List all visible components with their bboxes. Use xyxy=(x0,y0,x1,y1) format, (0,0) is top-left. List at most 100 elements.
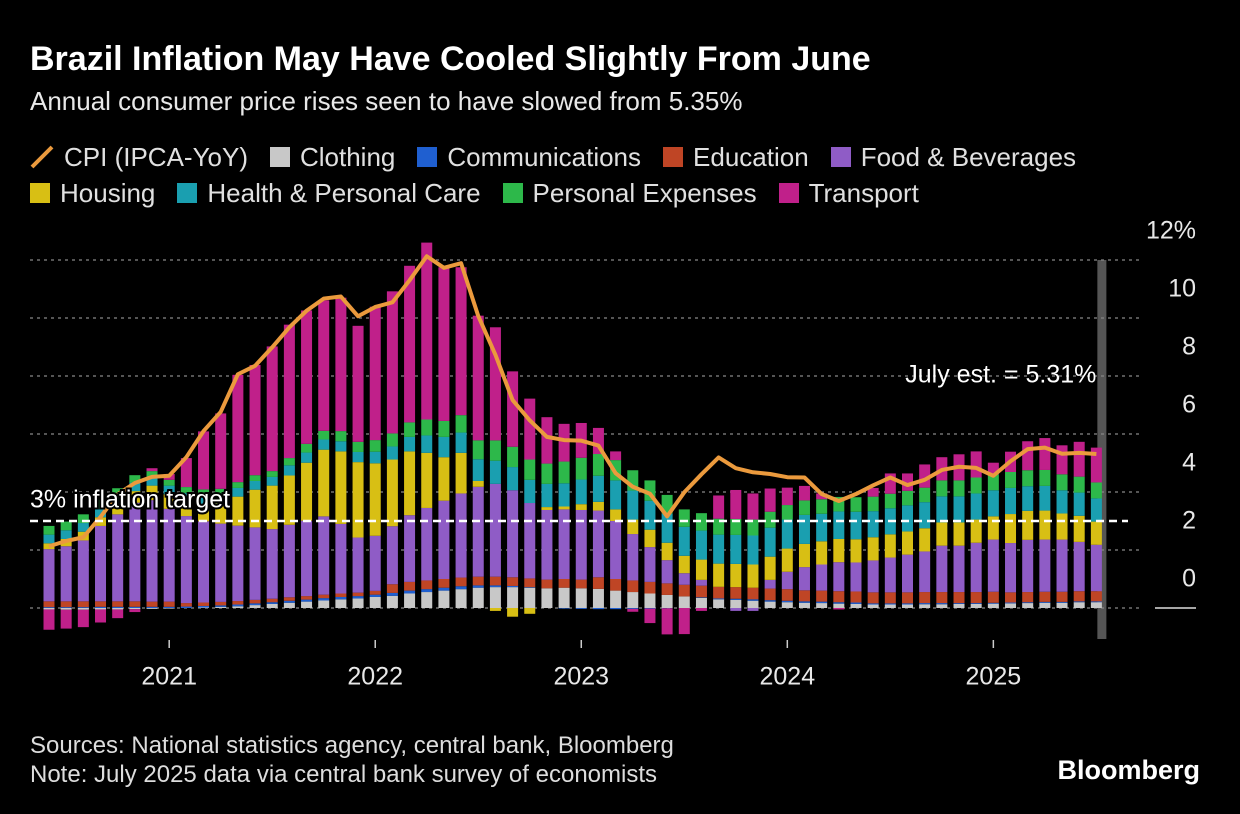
x-tick-label: 2022 xyxy=(347,663,403,691)
bar-segment xyxy=(781,589,793,601)
bar-segment xyxy=(575,457,587,480)
bar-segment xyxy=(215,413,227,489)
bar-segment xyxy=(215,488,227,495)
bar-segment xyxy=(816,590,828,602)
bar-segment xyxy=(283,458,295,466)
legend-item: Clothing xyxy=(269,142,395,172)
bar-segment xyxy=(95,606,107,608)
bar-segment xyxy=(1039,601,1051,603)
bar-segment xyxy=(902,490,913,506)
bar-segment xyxy=(953,545,965,593)
bar-segment xyxy=(919,604,931,608)
bar-segment xyxy=(163,601,175,607)
bar-segment xyxy=(489,440,501,461)
bar-segment xyxy=(1005,543,1017,593)
bar-segment xyxy=(1022,603,1034,608)
bar-segment xyxy=(112,606,124,608)
bar-segment xyxy=(472,576,484,586)
bar-segment xyxy=(60,609,72,629)
bar-segment xyxy=(472,587,484,608)
bar-segment xyxy=(781,602,793,608)
bar-segment xyxy=(798,514,810,544)
bar-segment xyxy=(867,603,879,605)
bar-segment xyxy=(1090,498,1102,522)
bar-segment xyxy=(524,459,536,480)
bar-segment xyxy=(335,593,347,597)
bar-segment xyxy=(661,513,673,543)
legend-label: Health & Personal Care xyxy=(207,177,481,208)
bar-segment xyxy=(1056,513,1068,540)
bar-segment xyxy=(1090,544,1102,592)
bar-segment xyxy=(404,581,416,591)
bar-segment xyxy=(541,507,553,510)
bar-segment xyxy=(283,600,295,603)
bar-segment xyxy=(369,596,381,608)
bar-segment xyxy=(884,473,896,494)
chart-subtitle: Annual consumer price rises seen to have… xyxy=(30,86,743,116)
bar-segment xyxy=(1056,539,1068,592)
bar-segment xyxy=(816,601,828,604)
bar-segment xyxy=(833,511,845,539)
bar-segment xyxy=(507,371,519,447)
bar-segment xyxy=(592,608,604,610)
bar-segment xyxy=(953,480,965,497)
legend-label: Personal Expenses xyxy=(532,177,757,208)
bar-segment xyxy=(558,461,570,484)
bar-segment xyxy=(335,523,347,594)
bar-segment xyxy=(507,467,519,491)
bar-segment xyxy=(695,585,707,598)
bar-segment xyxy=(575,608,587,609)
bar-segment xyxy=(318,449,330,517)
bar-segment xyxy=(232,487,244,497)
bar-segment xyxy=(301,452,313,463)
bar-segment xyxy=(404,451,416,516)
bar-segment xyxy=(747,600,759,608)
bar-segment xyxy=(781,519,793,549)
bar-segment xyxy=(695,597,707,598)
bar-segment xyxy=(352,451,364,463)
bar-segment xyxy=(524,503,536,579)
bar-segment xyxy=(95,601,107,607)
bar-segment xyxy=(798,543,810,568)
bar-segment xyxy=(301,596,313,600)
bar-segment xyxy=(198,602,210,606)
bar-segment xyxy=(627,490,639,520)
bar-segment xyxy=(713,518,725,535)
bar-segment xyxy=(404,422,416,437)
bar-segment xyxy=(730,489,742,519)
bar-segment xyxy=(678,555,690,574)
legend-label: Food & Beverages xyxy=(860,141,1077,172)
bar-segment xyxy=(592,501,604,511)
bar-segment xyxy=(1056,601,1068,603)
bar-segment xyxy=(301,520,313,597)
bar-segment xyxy=(249,599,261,604)
bar-segment xyxy=(1039,591,1051,602)
bar-segment xyxy=(146,608,158,609)
bar-segment xyxy=(386,459,398,527)
bar-segment xyxy=(455,432,467,453)
bar-segment xyxy=(575,509,587,580)
bar-segment xyxy=(867,511,879,538)
bar-segment xyxy=(953,522,965,546)
bar-segment xyxy=(592,588,604,608)
bar-segment xyxy=(301,599,313,602)
bar-segment xyxy=(215,523,227,602)
legend-swatch xyxy=(417,147,438,167)
bar-segment xyxy=(369,451,381,464)
bar-segment xyxy=(129,608,141,610)
bar-segment xyxy=(610,608,622,610)
bar-segment xyxy=(472,486,484,577)
bar-segment xyxy=(644,500,656,530)
legend-item: Food & Beverages xyxy=(830,141,1077,172)
bar-segment xyxy=(232,604,244,607)
bar-segment xyxy=(421,242,433,420)
bar-segment xyxy=(919,528,931,552)
bar-segment xyxy=(764,579,776,589)
bar-segment xyxy=(77,607,89,608)
bar-segment xyxy=(644,529,656,548)
bar-segment xyxy=(352,325,364,442)
bar-segment xyxy=(902,554,913,593)
bar-segment xyxy=(163,479,175,486)
bar-segment xyxy=(283,602,295,608)
bar-segment xyxy=(95,508,107,518)
